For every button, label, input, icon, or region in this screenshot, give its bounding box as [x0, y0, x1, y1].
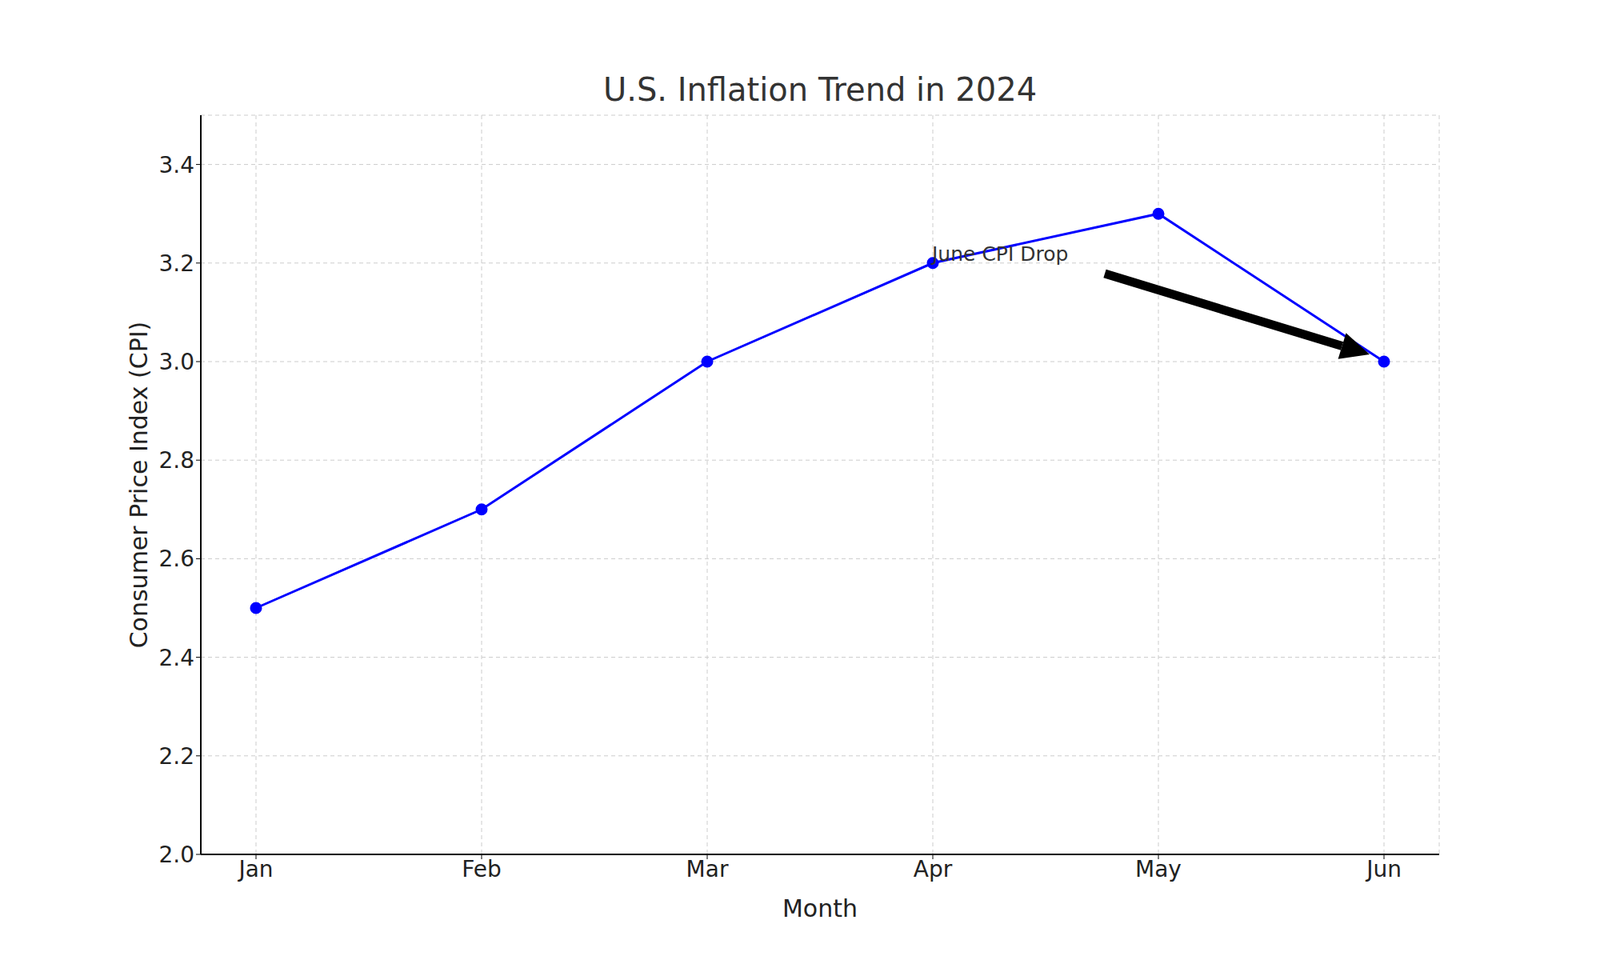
- svg-text:Month: Month: [782, 894, 858, 923]
- svg-text:2.4: 2.4: [158, 644, 195, 672]
- svg-text:Consumer Price Index (CPI): Consumer Price Index (CPI): [124, 321, 153, 649]
- svg-text:2.0: 2.0: [158, 841, 195, 868]
- svg-text:Apr: Apr: [913, 856, 953, 883]
- svg-text:3.2: 3.2: [158, 250, 195, 277]
- svg-text:Jan: Jan: [236, 856, 273, 883]
- html-text:U.S. Inflation Trend in 2024: U.S. Inflation Trend in 2024: [603, 71, 1037, 108]
- svg-text:2.2: 2.2: [158, 743, 195, 770]
- svg-text:Feb: Feb: [461, 856, 502, 883]
- svg-text:3.4: 3.4: [158, 152, 195, 179]
- svg-text:Jun: Jun: [1364, 856, 1402, 883]
- svg-text:Mar: Mar: [686, 856, 729, 883]
- svg-text:May: May: [1135, 856, 1182, 883]
- svg-text:3.0: 3.0: [158, 348, 195, 376]
- svg-text:2.6: 2.6: [158, 545, 195, 572]
- svg-text:2.8: 2.8: [158, 447, 195, 474]
- svg-text:June CPI Drop: June CPI Drop: [930, 242, 1068, 266]
